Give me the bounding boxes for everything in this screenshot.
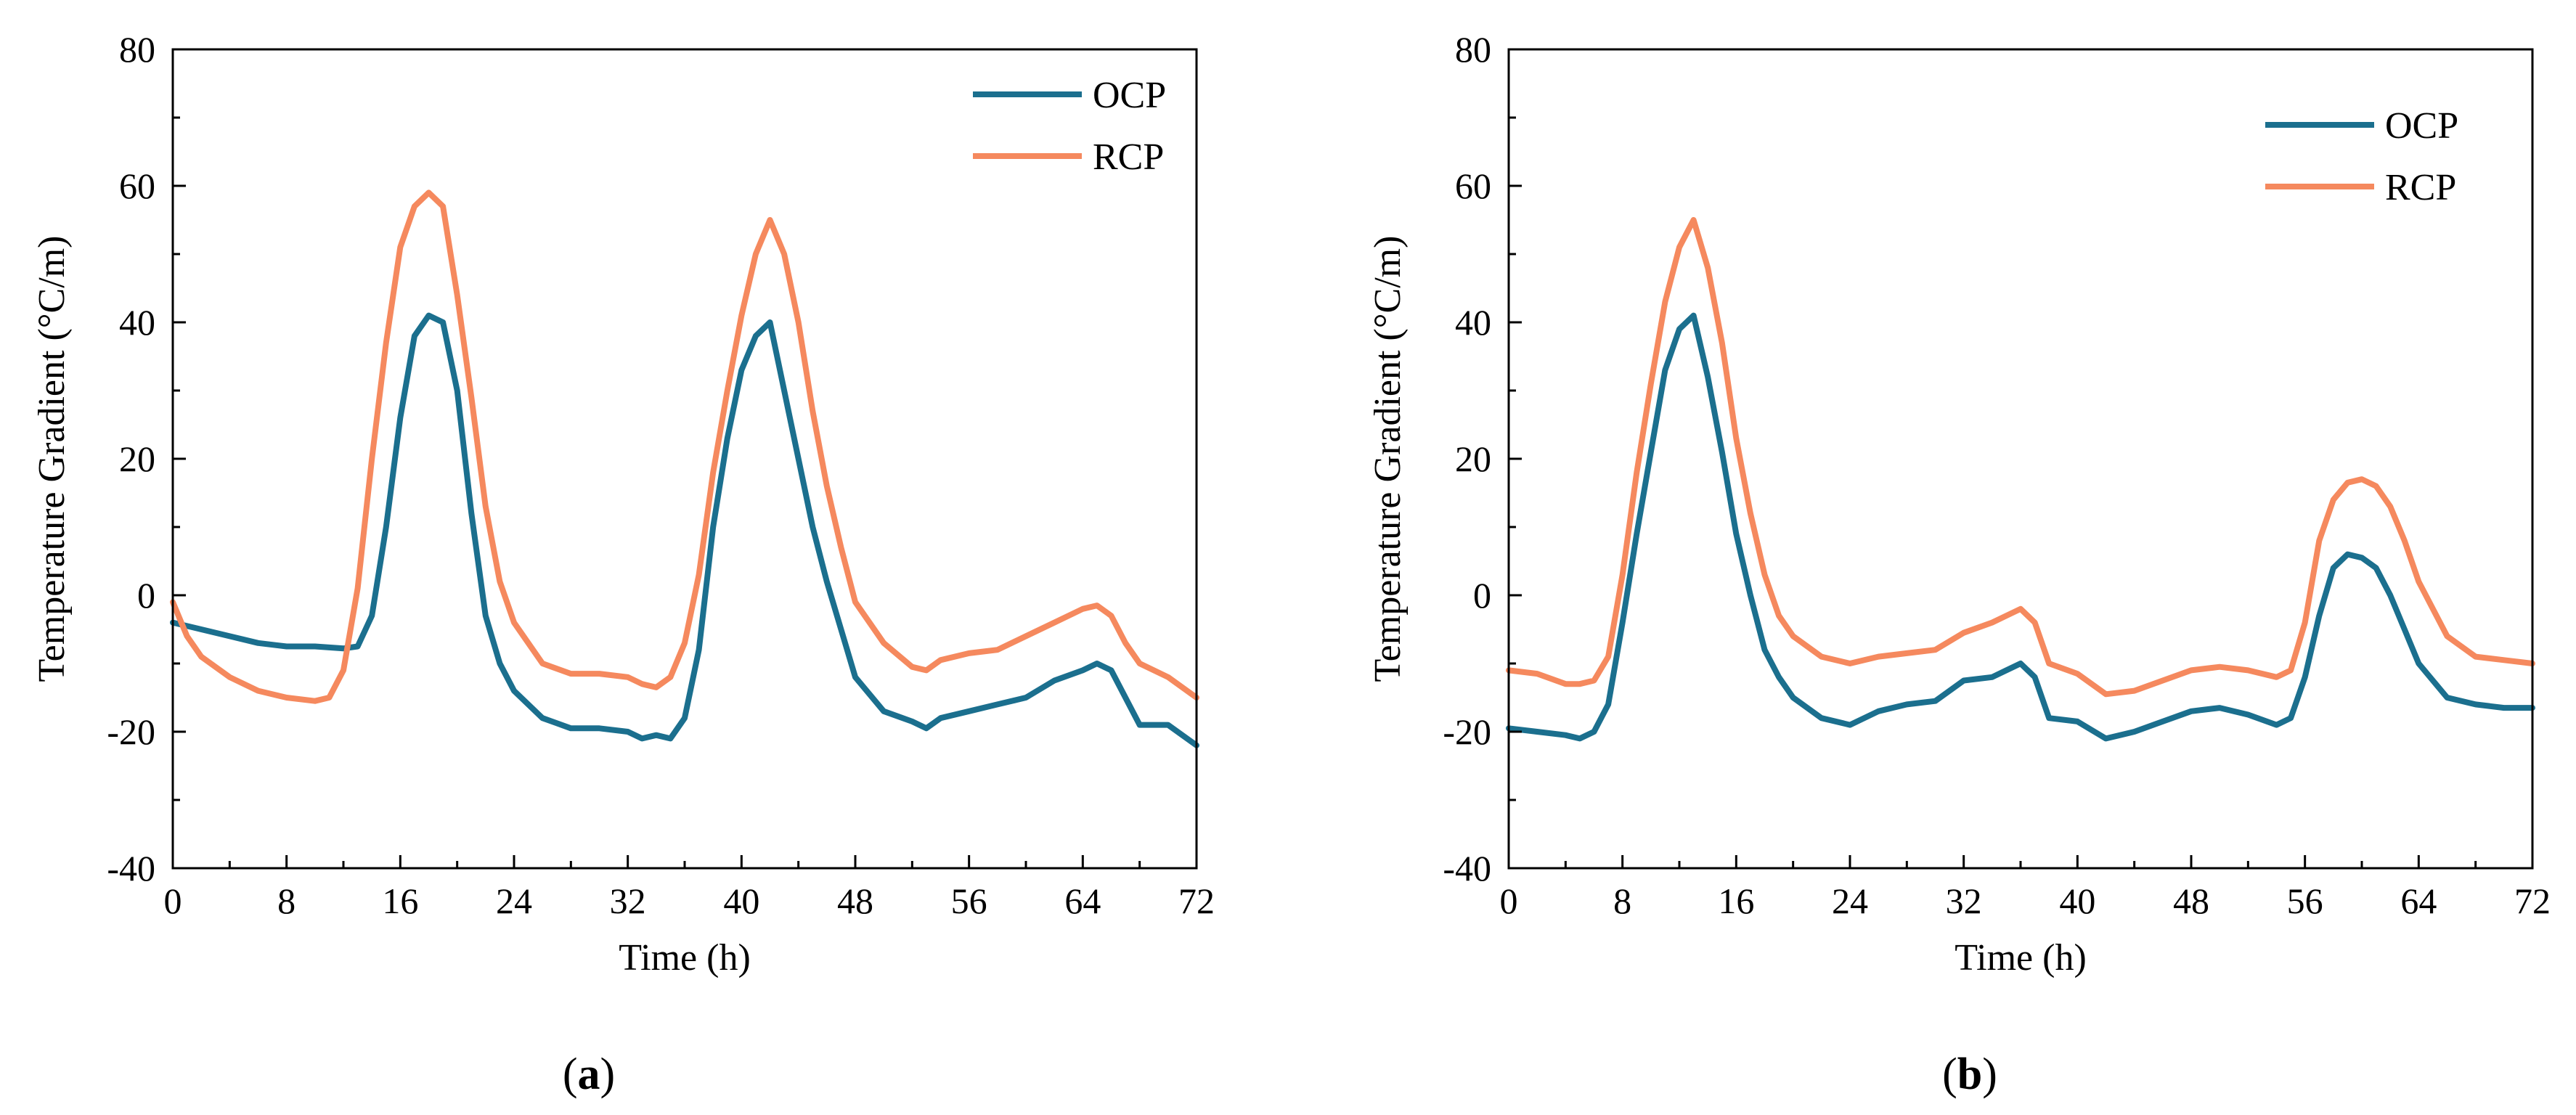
x-tick-label: 32 <box>1946 881 1982 921</box>
series-line-rcp <box>1506 217 2535 698</box>
chart-panel-a: 0 8 16 24 32 40 48 56 64 72 -40 -20 0 20 40 60 80 Time (h… <box>31 29 1215 1099</box>
x-tick-label: 40 <box>2059 881 2095 921</box>
legend-label-ocp: OCP <box>2385 105 2458 147</box>
plot-frame <box>1507 48 2534 870</box>
y-tick-label: 80 <box>1455 29 1491 70</box>
plot-frame <box>171 48 1198 870</box>
y-tick-label: 0 <box>1473 575 1491 616</box>
y-tick-label: 60 <box>119 166 155 206</box>
x-tick-label: 56 <box>951 881 987 921</box>
x-tick-label: 8 <box>277 881 295 921</box>
x-tick-label: 8 <box>1613 881 1631 921</box>
y-tick-label: 80 <box>119 29 155 70</box>
x-tick-label: 16 <box>1718 881 1754 921</box>
x-tick-label: 24 <box>1832 881 1868 921</box>
x-tick-label: 40 <box>723 881 759 921</box>
x-tick-label: 72 <box>1178 881 1215 921</box>
x-tick-label: 48 <box>2173 881 2209 921</box>
y-tick-label: 40 <box>1455 302 1491 343</box>
y-tick-label: -40 <box>1443 848 1491 889</box>
y-tick-label: 0 <box>137 575 155 616</box>
panel-label: (b) <box>1942 1050 1997 1099</box>
x-tick-label: 0 <box>1500 881 1518 921</box>
y-axis-title: Temperature Gradient (°C/m) <box>31 236 73 682</box>
legend-label-rcp: RCP <box>2385 167 2456 208</box>
legend: OCP RCP <box>973 75 1166 178</box>
x-tick-label: 24 <box>496 881 532 921</box>
legend-label-ocp: OCP <box>1093 75 1166 116</box>
y-tick-label: 60 <box>1455 166 1491 206</box>
x-tick-label: 72 <box>2514 881 2551 921</box>
x-tick-label: 56 <box>2287 881 2323 921</box>
chart-panel-b: 0 8 16 24 32 40 48 56 64 72 -40 -20 0 20 40 60 80 Time (h… <box>1367 29 2551 1099</box>
x-tick-label: 48 <box>837 881 873 921</box>
y-tick-label: -20 <box>107 711 155 752</box>
x-tick-label: 16 <box>382 881 418 921</box>
x-axis-title: Time (h) <box>1955 937 2087 979</box>
y-tick-label: 40 <box>119 302 155 343</box>
y-tick-label: -20 <box>1443 711 1491 752</box>
x-tick-label: 0 <box>164 881 182 921</box>
x-tick-label: 64 <box>2400 881 2437 921</box>
series-line-ocp <box>170 312 1199 748</box>
legend-label-rcp: RCP <box>1093 136 1164 178</box>
series-line-ocp <box>1506 312 2535 742</box>
y-axis-title: Temperature Gradient (°C/m) <box>1367 236 1409 682</box>
y-tick-label: -40 <box>107 848 155 889</box>
legend: OCP RCP <box>2265 105 2458 208</box>
x-tick-label: 32 <box>610 881 646 921</box>
panel-label: (a) <box>563 1050 615 1099</box>
y-tick-label: 20 <box>1455 438 1491 479</box>
y-tick-label: 20 <box>119 438 155 479</box>
x-tick-label: 64 <box>1064 881 1101 921</box>
series-line-rcp <box>170 189 1199 704</box>
x-axis-title: Time (h) <box>619 937 751 979</box>
